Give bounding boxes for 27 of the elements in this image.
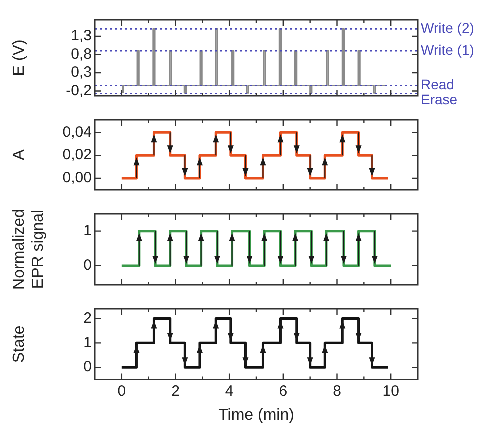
y-tick-label: 1,3	[71, 28, 92, 45]
x-tick-label: 6	[279, 382, 288, 400]
y-axis-title: Normalized EPR signal	[11, 209, 48, 290]
ref-line-label: Read	[421, 76, 454, 93]
y-axis-title: E (V)	[11, 40, 28, 76]
y-tick-label: 0,3	[71, 64, 92, 82]
y-tick-label: 0	[84, 358, 92, 376]
x-tick-label: 10	[382, 382, 400, 400]
y-tick-label: 0,04	[62, 124, 92, 141]
y-axis-title: State	[11, 326, 28, 364]
x-tick-label: 0	[118, 382, 126, 400]
x-tick-label: 2	[172, 382, 180, 400]
y-tick-label: 0,8	[71, 46, 92, 63]
x-tick-label: 4	[225, 382, 234, 400]
y-tick-label: 1	[84, 334, 92, 352]
x-axis-title: Time (min)	[218, 406, 294, 424]
y-tick-label: 1	[84, 222, 92, 240]
ref-line-label: Write (2)	[421, 20, 474, 36]
y-axis-title: A	[11, 149, 28, 160]
y-tick-label: 0,02	[62, 146, 92, 164]
y-tick-label: 0,00	[62, 170, 92, 187]
y-tick-label: -0,2	[66, 82, 92, 100]
y-tick-label: 2	[84, 310, 92, 327]
x-tick-label: 8	[333, 382, 342, 400]
ref-line-label: Erase	[421, 92, 458, 108]
ref-line-label: Write (1)	[421, 42, 474, 58]
y-tick-label: 0	[84, 257, 92, 274]
